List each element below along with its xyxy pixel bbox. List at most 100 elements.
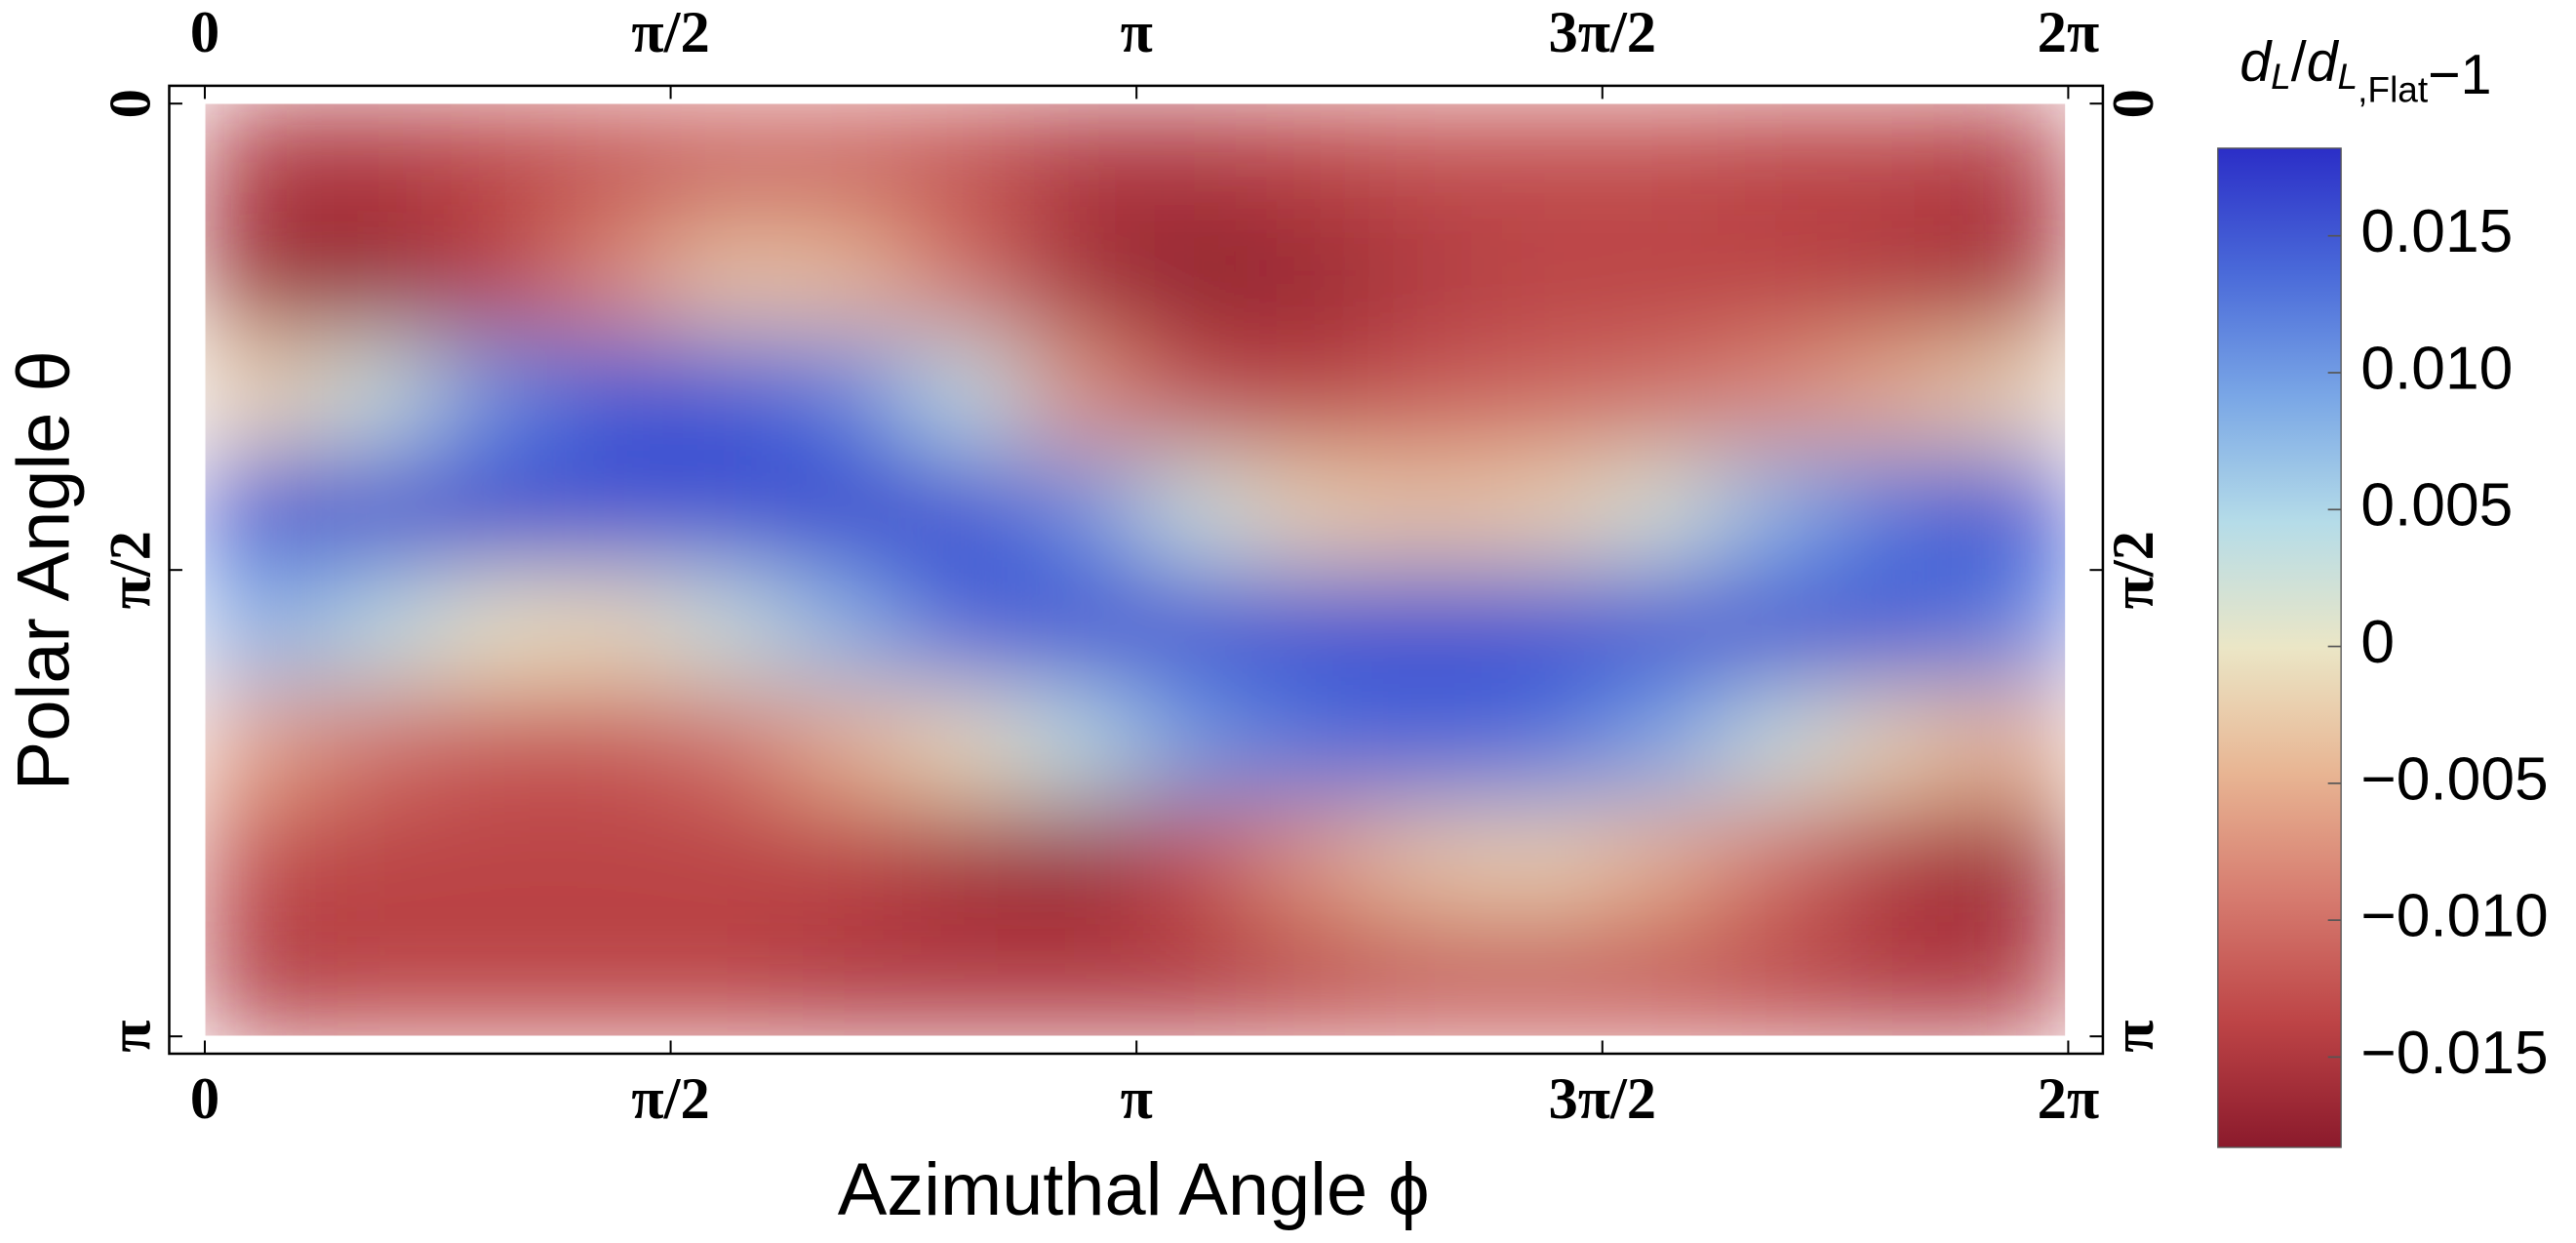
heatmap-cell <box>786 802 905 921</box>
heatmap-cell <box>1018 103 1138 221</box>
x-tick-label: π <box>1121 1066 1153 1132</box>
heatmap-cell <box>320 452 439 572</box>
heatmap-cell <box>1601 569 1721 688</box>
heatmap-cell <box>1018 685 1138 805</box>
heatmap-cell <box>1601 219 1721 339</box>
heatmap-cell <box>669 452 788 572</box>
heatmap-cell <box>553 219 672 339</box>
heatmap-cell <box>1601 802 1721 921</box>
heatmap-cell <box>436 452 556 572</box>
heatmap-cell <box>1135 685 1254 805</box>
y-tick-label: 0 <box>2101 89 2166 118</box>
heatmap-cell <box>902 918 1021 1036</box>
heatmap-cell <box>902 336 1021 455</box>
y-axis-title: Polar Angle θ <box>3 350 86 790</box>
colorbar-tick-label: 0.015 <box>2360 198 2513 265</box>
x-tick-label: π <box>1121 0 1153 65</box>
heatmap-cell <box>1834 802 1953 921</box>
heatmap-cell <box>436 219 556 339</box>
heatmap-cell <box>1251 569 1370 688</box>
heatmap-cell <box>786 569 905 688</box>
colorbar-title-part: ,Flat <box>2358 68 2429 109</box>
heatmap-cell <box>1834 452 1953 572</box>
heatmap-cell <box>1951 452 2066 572</box>
colorbar-title: dL/dL,Flat−1 <box>2239 31 2491 110</box>
heatmap-cell <box>320 336 439 455</box>
heatmap-cell <box>1251 103 1370 221</box>
heatmap-cell <box>1718 219 1837 339</box>
colorbar <box>2217 147 2342 1148</box>
colorbar-tick-label: −0.015 <box>2360 1020 2548 1087</box>
heatmap-cell <box>553 802 672 921</box>
heatmap-cell <box>1251 685 1370 805</box>
colorbar-tick-label: 0 <box>2360 609 2395 676</box>
heatmap-cell <box>205 685 323 805</box>
colorbar-tick-label: 0.005 <box>2360 472 2513 540</box>
colorbar-title-part: d <box>2239 31 2273 94</box>
heatmap-cell <box>1485 452 1604 572</box>
heatmap-cell <box>553 685 672 805</box>
heatmap-cell <box>1834 685 1953 805</box>
heatmap-cell <box>320 802 439 921</box>
heatmap-cell <box>205 918 323 1036</box>
heatmap-cell <box>320 569 439 688</box>
heatmap-cell <box>902 685 1021 805</box>
heatmap-cell <box>902 219 1021 339</box>
heatmap-cell <box>205 336 323 455</box>
heatmap-cell <box>205 219 323 339</box>
heatmap-cell <box>902 103 1021 221</box>
heatmap-cell <box>669 685 788 805</box>
heatmap-cell <box>1251 336 1370 455</box>
heatmap-cell <box>1601 103 1721 221</box>
heatmap-cell <box>669 336 788 455</box>
heatmap-cell <box>902 802 1021 921</box>
heatmap-cell <box>1368 219 1487 339</box>
colorbar-tick-label: 0.010 <box>2360 335 2513 402</box>
heatmap-cell <box>205 452 323 572</box>
heatmap-cell <box>1135 802 1254 921</box>
heatmap-cell <box>1951 336 2066 455</box>
heatmap-cell <box>1718 918 1837 1036</box>
heatmap-cell <box>436 569 556 688</box>
heatmap-cell <box>786 452 905 572</box>
heatmap-cell <box>436 336 556 455</box>
heatmap-cell <box>1601 336 1721 455</box>
heatmap-cell <box>1951 802 2066 921</box>
heatmap-cell <box>436 802 556 921</box>
heatmap-cell <box>320 685 439 805</box>
heatmap-cell <box>436 103 556 221</box>
heatmap-cell <box>1834 918 1953 1036</box>
heatmap-cell <box>1485 103 1604 221</box>
heatmap-cell <box>786 918 905 1036</box>
heatmap-cell <box>320 103 439 221</box>
heatmap-cell <box>1368 802 1487 921</box>
heatmap-cell <box>320 918 439 1036</box>
heatmap-cell <box>1718 336 1837 455</box>
heatmap-cell <box>553 103 672 221</box>
heatmap-cell <box>1718 685 1837 805</box>
y-tick-label: 0 <box>99 89 164 118</box>
heatmap-cell <box>1718 569 1837 688</box>
heatmap-cell <box>1485 918 1604 1036</box>
heatmap-cell <box>1485 802 1604 921</box>
colorbar-title-part: d <box>2307 31 2340 94</box>
heatmap-cell <box>1368 685 1487 805</box>
heatmap-cell <box>1601 685 1721 805</box>
y-tick-label: π/2 <box>2101 531 2166 609</box>
heatmap-cell <box>902 452 1021 572</box>
y-tick-label: π <box>2101 1021 2166 1053</box>
heatmap-cell <box>1368 452 1487 572</box>
x-tick-label: 2π <box>2038 0 2100 65</box>
heatmap-cell <box>902 569 1021 688</box>
heatmap-cell <box>1951 685 2066 805</box>
heatmap-cell <box>205 103 323 221</box>
heatmap-cell <box>1018 452 1138 572</box>
colorbar-tick-label: −0.010 <box>2360 883 2548 950</box>
x-tick-label: π/2 <box>631 1066 709 1132</box>
colorbar-title-part: / <box>2291 31 2307 94</box>
heatmap-cell <box>1018 569 1138 688</box>
heatmap <box>205 103 2066 1036</box>
x-tick-label: 3π/2 <box>1548 1066 1656 1132</box>
